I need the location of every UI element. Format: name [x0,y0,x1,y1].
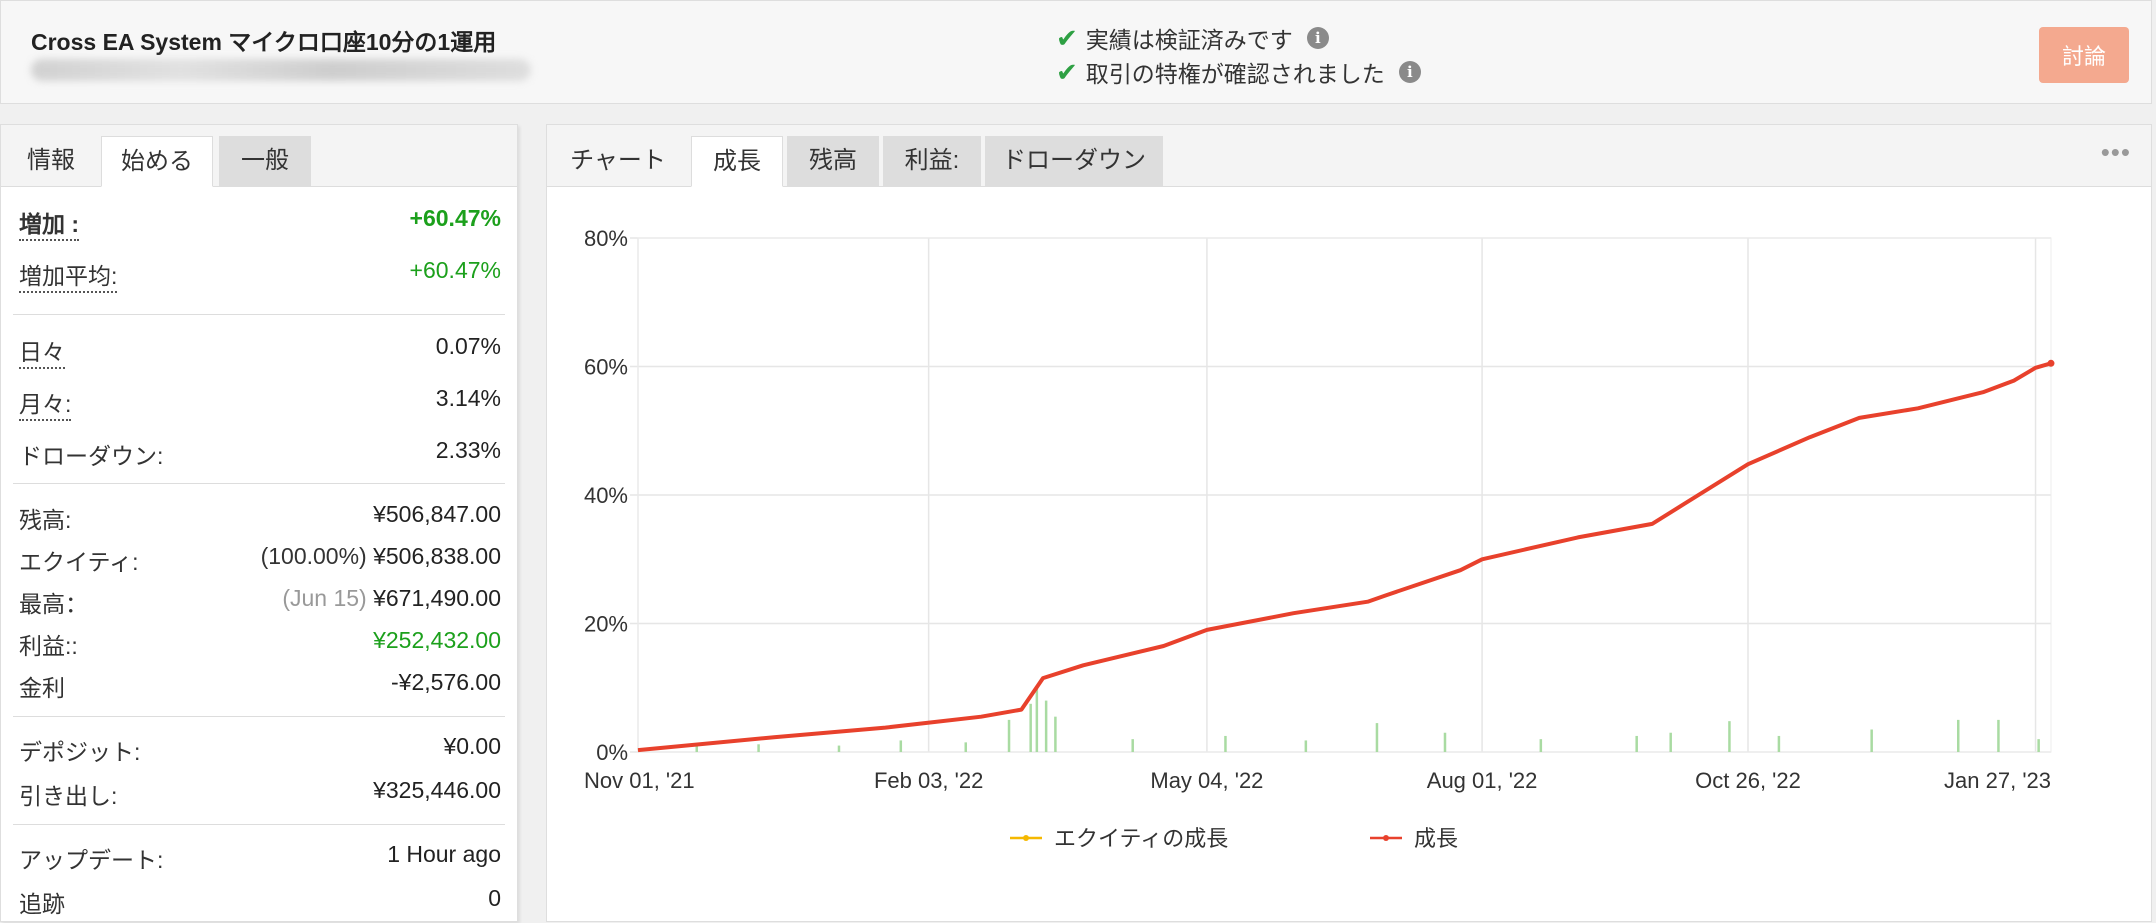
stat-equity: エクイティ: (100.00%) ¥506,838.00 [19,543,501,581]
verified-track-record: ✔ 実績は検証済みです i [1056,21,1329,55]
stat-label[interactable]: 月々: [19,385,72,421]
stat-value: -¥2,576.00 [391,669,501,695]
account-header: Cross EA System マイクロ口座10分の1運用 ✔ 実績は検証済みで… [0,0,2152,104]
stat-highest: 最高： (Jun 15) ¥671,490.00 [19,585,501,623]
stat-label: 利益:: [19,633,78,659]
stat-value: ¥506,847.00 [373,501,501,527]
tab-drawdown[interactable]: ドローダウン [985,136,1163,187]
verified-text: 実績は検証済みです [1085,27,1293,53]
stat-value: ¥325,446.00 [373,777,501,803]
x-tick-label: May 04, '22 [1150,768,1263,793]
tab-chart[interactable]: チャート [570,147,666,174]
stat-label: ドローダウン: [19,443,164,469]
verified-privileges-text: 取引の特権が確認されました [1085,61,1385,87]
x-tick-label: Aug 01, '22 [1427,768,1538,793]
stat-interest: 金利 -¥2,576.00 [19,669,501,707]
info-icon[interactable]: i [1306,27,1329,49]
legend-label: 成長 [1414,826,1458,851]
check-icon: ✔ [1056,23,1078,53]
equity-percent: (100.00%) [260,543,367,569]
check-icon: ✔ [1056,57,1078,87]
tab-general[interactable]: 一般 [219,136,311,187]
tab-info[interactable]: 情報 [27,147,75,174]
stat-label: 追跡 [19,891,65,917]
y-tick-label: 40% [584,483,628,508]
tab-growth[interactable]: 成長 [691,136,783,187]
x-tick-label: Jan 27, '23 [1944,768,2051,793]
legend-marker [1383,835,1389,841]
equity-amount: ¥506,838.00 [373,543,501,569]
more-options-icon[interactable]: ••• [2100,137,2131,167]
y-tick-label: 0% [596,740,628,765]
tab-start[interactable]: 始める [101,136,213,187]
stat-label[interactable]: 日々 [19,333,65,369]
stat-balance: 残高: ¥506,847.00 [19,501,501,539]
stat-label[interactable]: 増加平均: [19,257,118,293]
stat-value: (100.00%) ¥506,838.00 [261,543,501,570]
stat-profit: 利益:: ¥252,432.00 [19,627,501,665]
blurred-account-info [31,59,531,81]
x-tick-label: Feb 03, '22 [874,768,983,793]
x-tick-label: Nov 01, '21 [584,768,695,793]
divider [13,483,505,484]
plot-frame [637,237,2052,753]
stat-daily: 日々 0.07% [19,333,501,371]
stat-label: 金利 [19,675,65,701]
legend-label: エクイティの成長 [1054,826,1228,851]
info-icon[interactable]: i [1398,61,1421,83]
equity-growth-line [637,362,2052,752]
stat-label: 引き出し: [19,783,118,809]
stat-value: 0.07% [435,333,501,359]
highest-amount: ¥671,490.00 [373,585,501,611]
stats-tabs: 情報 始める 一般 [1,125,517,187]
divider [13,314,505,315]
growth-end-point [2047,359,2055,367]
stat-label: エクイティ: [19,549,139,575]
stat-value: 3.14% [435,385,501,411]
stats-panel: 情報 始める 一般 増加 : +60.47% 増加平均: +60.47% 日々 … [0,124,518,922]
stat-deposits: デポジット: ¥0.00 [19,733,501,771]
legend-marker [1023,835,1029,841]
highest-date: (Jun 15) [282,585,367,611]
divider [13,716,505,717]
stat-label[interactable]: 増加 : [19,205,80,241]
stat-tracking: 追跡 0 [19,885,501,923]
stat-value: +60.47% [409,205,501,231]
stat-value: 1 Hour ago [387,841,501,867]
stat-label: 最高： [19,591,88,617]
stat-value: ¥0.00 [443,733,501,759]
x-tick-label: Oct 26, '22 [1695,768,1801,793]
divider [13,824,505,825]
stat-label: 残高: [19,507,72,533]
growth-line [637,361,2052,753]
stat-abs-gain: 増加平均: +60.47% [19,257,501,295]
stat-value: ¥252,432.00 [373,627,501,653]
stat-gain: 増加 : +60.47% [19,205,501,243]
chart-tabs: チャート 成長 残高 利益: ドローダウン ••• [547,125,2151,187]
stat-withdrawals: 引き出し: ¥325,446.00 [19,777,501,815]
y-tick-label: 20% [584,612,628,637]
discuss-button[interactable]: 討論 [2039,27,2129,83]
y-tick-label: 60% [584,355,628,380]
stat-value: 0 [488,885,501,911]
stat-label: アップデート: [19,847,164,873]
growth-chart: 0% 20% 40% 60% 80% Nov 01, '21 Feb 03, '22 May … [584,226,2055,851]
y-tick-label: 80% [584,226,628,251]
tab-balance[interactable]: 残高 [787,136,879,187]
stat-updated: アップデート: 1 Hour ago [19,841,501,879]
stat-value: 2.33% [435,437,501,463]
stat-monthly: 月々: 3.14% [19,385,501,423]
chart-panel: チャート 成長 残高 利益: ドローダウン ••• 0% 20% 40% 60% 80%… [546,124,2152,922]
stat-value: (Jun 15) ¥671,490.00 [282,585,501,612]
stat-drawdown: ドローダウン: 2.33% [19,437,501,475]
verified-trading-privileges: ✔ 取引の特権が確認されました i [1056,55,1421,89]
system-title: Cross EA System マイクロ口座10分の1運用 [31,29,497,55]
stat-label: デポジット: [19,739,141,765]
stat-value: +60.47% [409,257,501,283]
tab-profit[interactable]: 利益: [883,136,981,187]
